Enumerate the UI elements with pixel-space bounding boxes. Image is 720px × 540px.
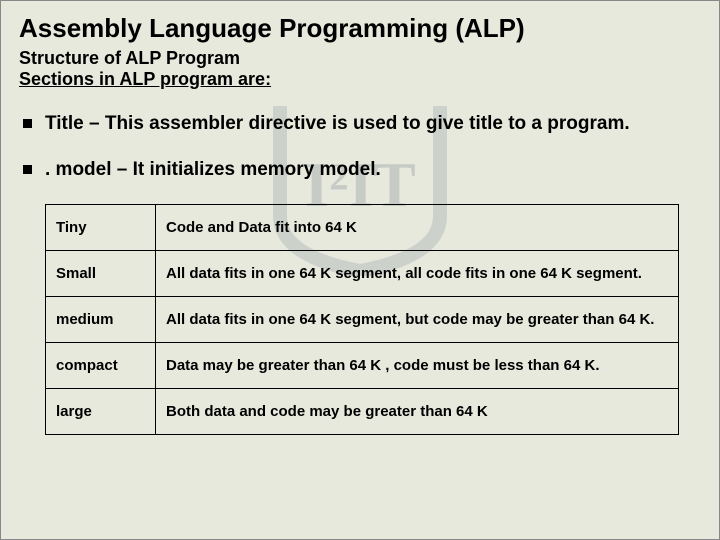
subtitle-structure: Structure of ALP Program bbox=[19, 48, 701, 69]
cell-model: Small bbox=[46, 250, 156, 296]
page-title: Assembly Language Programming (ALP) bbox=[19, 13, 701, 44]
slide-content: Assembly Language Programming (ALP) Stru… bbox=[1, 1, 719, 435]
memory-model-table: Tiny Code and Data fit into 64 K Small A… bbox=[45, 204, 679, 435]
table-row: medium All data fits in one 64 K segment… bbox=[46, 296, 679, 342]
model-table-wrap: Tiny Code and Data fit into 64 K Small A… bbox=[19, 204, 701, 435]
cell-desc: Code and Data fit into 64 K bbox=[156, 204, 679, 250]
table-row: large Both data and code may be greater … bbox=[46, 388, 679, 434]
bullet-title: Title – This assembler directive is used… bbox=[23, 112, 701, 136]
cell-desc: All data fits in one 64 K segment, but c… bbox=[156, 296, 679, 342]
table-row: Tiny Code and Data fit into 64 K bbox=[46, 204, 679, 250]
cell-model: medium bbox=[46, 296, 156, 342]
cell-model: large bbox=[46, 388, 156, 434]
cell-model: Tiny bbox=[46, 204, 156, 250]
cell-desc: All data fits in one 64 K segment, all c… bbox=[156, 250, 679, 296]
bullet-list: Title – This assembler directive is used… bbox=[19, 112, 701, 182]
bullet-model: . model – It initializes memory model. bbox=[23, 158, 701, 182]
cell-model: compact bbox=[46, 342, 156, 388]
cell-desc: Both data and code may be greater than 6… bbox=[156, 388, 679, 434]
table-row: Small All data fits in one 64 K segment,… bbox=[46, 250, 679, 296]
cell-desc: Data may be greater than 64 K , code mus… bbox=[156, 342, 679, 388]
table-row: compact Data may be greater than 64 K , … bbox=[46, 342, 679, 388]
subtitle-sections: Sections in ALP program are: bbox=[19, 69, 701, 90]
